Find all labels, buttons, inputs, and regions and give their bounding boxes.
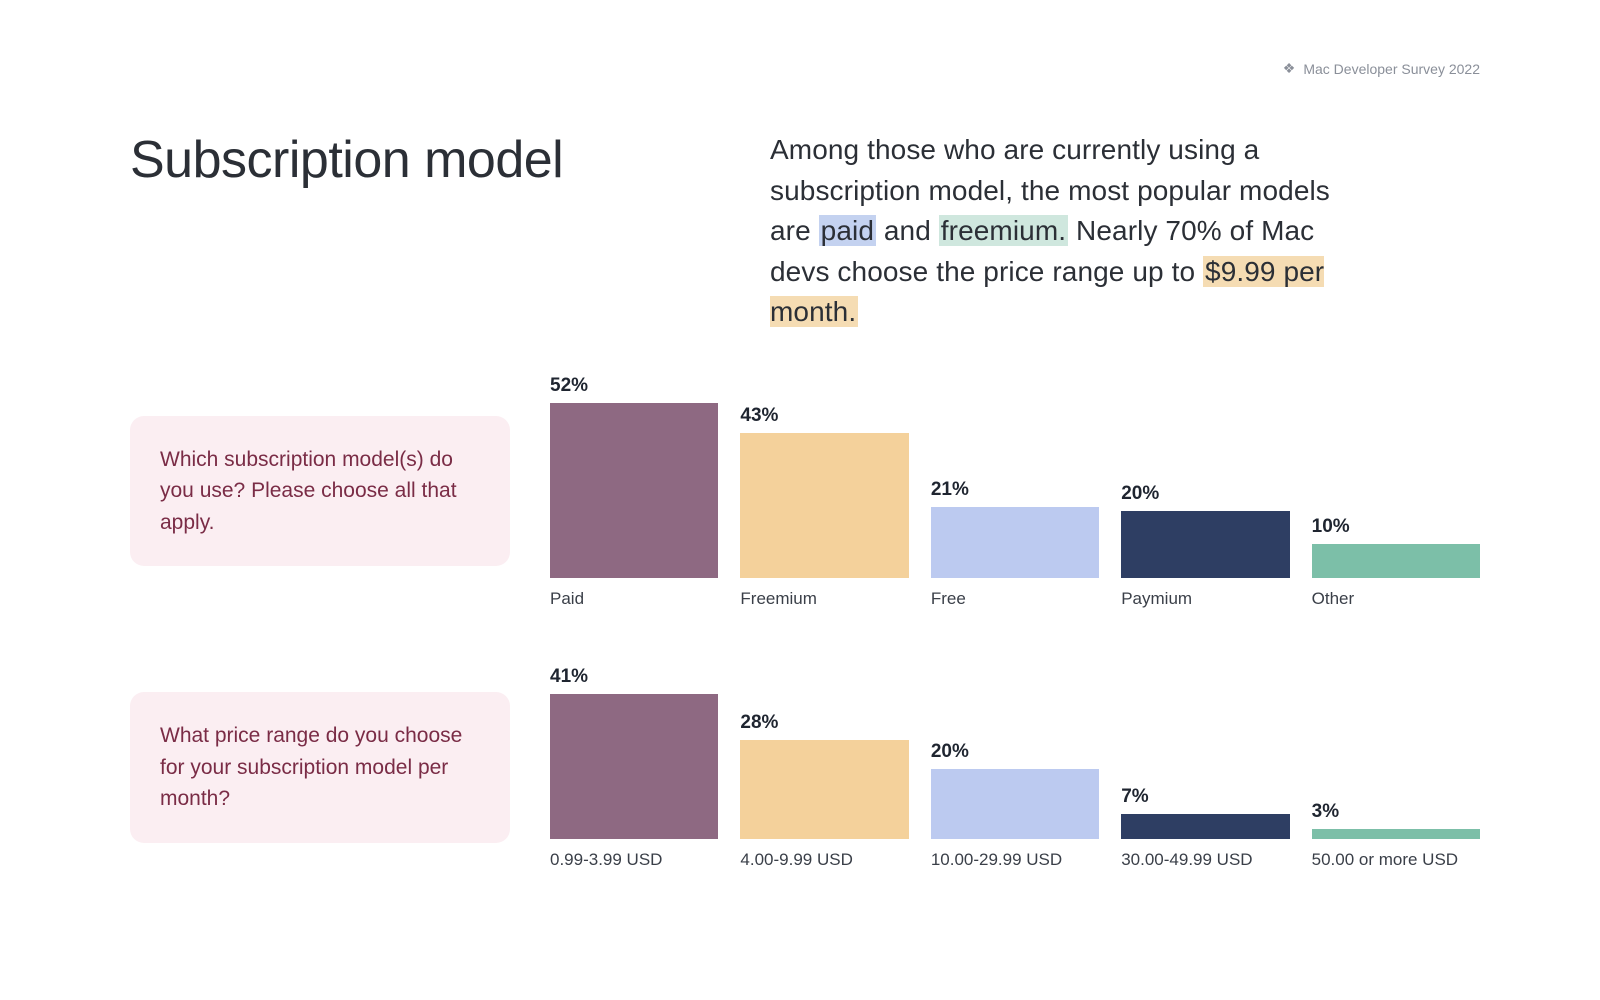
bar xyxy=(740,433,908,578)
bar-col: 10% Other xyxy=(1312,373,1480,609)
bar-stack: 3% xyxy=(1312,664,1480,839)
desc-text-2: and xyxy=(876,215,939,246)
bar-label: Free xyxy=(931,588,1099,609)
survey-tag-text: Mac Developer Survey 2022 xyxy=(1303,61,1480,77)
bar-label: 4.00-9.99 USD xyxy=(740,849,908,870)
bar xyxy=(1312,544,1480,578)
bar xyxy=(550,403,718,578)
bar-stack: 10% xyxy=(1312,373,1480,578)
bar-stack: 20% xyxy=(1121,373,1289,578)
page-description: Among those who are currently using a su… xyxy=(770,130,1330,333)
bar-value: 52% xyxy=(550,375,718,397)
bar xyxy=(931,507,1099,578)
bar-col: 43% Freemium xyxy=(740,373,908,609)
bar-label: Other xyxy=(1312,588,1480,609)
top-row: Subscription model Among those who are c… xyxy=(130,130,1480,333)
bar-value: 7% xyxy=(1121,786,1289,808)
bar xyxy=(550,694,718,839)
bar-label: 0.99-3.99 USD xyxy=(550,849,718,870)
bar-label: 10.00-29.99 USD xyxy=(931,849,1099,870)
bar-stack: 28% xyxy=(740,664,908,839)
chart-row-2: What price range do you choose for your … xyxy=(130,664,1480,870)
bar-col: 3% 50.00 or more USD xyxy=(1312,664,1480,870)
bar-stack: 7% xyxy=(1121,664,1289,839)
bar-value: 3% xyxy=(1312,801,1480,823)
bar-col: 7% 30.00-49.99 USD xyxy=(1121,664,1289,870)
bar xyxy=(1121,814,1289,839)
bar-value: 21% xyxy=(931,479,1099,501)
bar-stack: 41% xyxy=(550,664,718,839)
highlight-paid: paid xyxy=(819,215,876,246)
bar-value: 20% xyxy=(931,741,1099,763)
bar-stack: 20% xyxy=(931,664,1099,839)
bar-stack: 21% xyxy=(931,373,1099,578)
question-box-1: Which subscription model(s) do you use? … xyxy=(130,416,510,567)
highlight-freemium: freemium. xyxy=(939,215,1068,246)
bar-value: 43% xyxy=(740,405,908,427)
bar xyxy=(931,769,1099,840)
bar-col: 21% Free xyxy=(931,373,1099,609)
bar xyxy=(740,740,908,839)
bar-label: 50.00 or more USD xyxy=(1312,849,1480,870)
bar-col: 41% 0.99-3.99 USD xyxy=(550,664,718,870)
bar-stack: 43% xyxy=(740,373,908,578)
bar-label: 30.00-49.99 USD xyxy=(1121,849,1289,870)
bar-label: Paid xyxy=(550,588,718,609)
bar xyxy=(1121,511,1289,578)
bar-col: 20% 10.00-29.99 USD xyxy=(931,664,1099,870)
bar-col: 52% Paid xyxy=(550,373,718,609)
bar-value: 10% xyxy=(1312,516,1480,538)
bar-label: Freemium xyxy=(740,588,908,609)
survey-glyph-icon: ❖ xyxy=(1283,60,1296,77)
bar xyxy=(1312,829,1480,840)
bar-value: 28% xyxy=(740,712,908,734)
page-title: Subscription model xyxy=(130,130,690,333)
bar-label: Paymium xyxy=(1121,588,1289,609)
survey-tag: ❖ Mac Developer Survey 2022 xyxy=(1283,60,1480,77)
page: ❖ Mac Developer Survey 2022 Subscription… xyxy=(0,0,1600,1000)
bar-col: 28% 4.00-9.99 USD xyxy=(740,664,908,870)
chart-1: 52% Paid 43% Freemium 21% Free 20% Paymium 10% Ot… xyxy=(550,373,1480,609)
chart-row-1: Which subscription model(s) do you use? … xyxy=(130,373,1480,609)
bar-value: 20% xyxy=(1121,483,1289,505)
question-box-2: What price range do you choose for your … xyxy=(130,692,510,843)
bar-stack: 52% xyxy=(550,373,718,578)
chart-2: 41% 0.99-3.99 USD 28% 4.00-9.99 USD 20% 10.00… xyxy=(550,664,1480,870)
bar-value: 41% xyxy=(550,666,718,688)
bar-col: 20% Paymium xyxy=(1121,373,1289,609)
